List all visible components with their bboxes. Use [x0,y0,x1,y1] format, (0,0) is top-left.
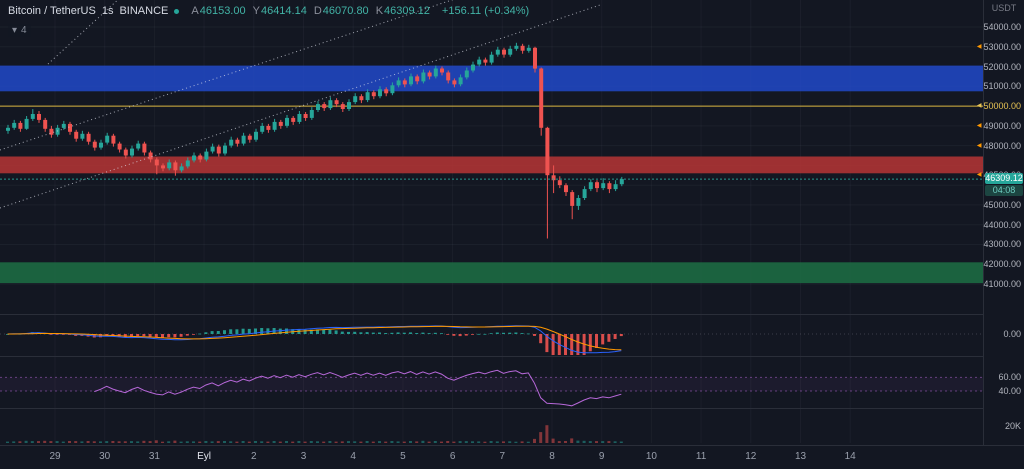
chart-canvas[interactable]: Bitcoin / TetherUS 1s BINANCE A 46153.00 Y… [0,0,984,445]
bar-countdown-badge: 04:08 [985,185,1023,197]
time-axis-label: 3 [300,451,307,462]
chart-row: Bitcoin / TetherUS 1s BINANCE A 46153.00 Y… [0,0,1024,445]
time-axis-label: 4 [350,451,356,462]
ohlc-field-value: 46070.80 [322,5,369,17]
price-axis-label: 45000.00 [983,199,1021,210]
price-axis-label-text: 50000.00 [983,101,1021,112]
price-axis-label: ◀ 48000.00 [977,140,1021,151]
price-axis-label-text: 54000.00 [983,22,1021,32]
indicators-count: 4 [21,25,27,36]
last-price-badge: 46309.12 [985,173,1023,185]
price-axis-label: 44000.00 [983,219,1021,230]
time-axis[interactable]: 29 30 31 Eyl 2 3 4 5 6 7 8 9 10 11 12 13 14 [0,445,1024,469]
price-axis-label-text: 49000.00 [983,120,1021,131]
price-axis-label: ◀ 50000.00 [977,101,1021,112]
time-axis-label: 30 [99,451,111,462]
price-axis-label-text: 48000.00 [983,140,1021,151]
ohlc-field-label: A [191,5,199,17]
candlestick-chart[interactable] [0,0,984,445]
rsi-upper-label: 60.00 [998,372,1021,383]
price-axis-label: ◀ 53000.00 [977,41,1021,52]
interval-label[interactable]: 1s [101,5,114,17]
price-axis-label-text: 53000.00 [983,41,1021,52]
time-axis-label: 11 [695,451,707,462]
time-axis-label: 13 [794,451,807,462]
time-axis-label: 12 [745,451,757,462]
ohlc-field-label: K [375,5,384,17]
yellow-level-marker-icon: ◀ [976,103,982,110]
ohlc-field-value: 46153.00 [199,5,246,17]
orange-level-marker-icon: ◀ [976,122,982,129]
price-axis-label: 43000.00 [983,239,1021,250]
price-axis-label-text: 51000.00 [983,81,1021,92]
symbol-legend[interactable]: Bitcoin / TetherUS 1s BINANCE A 46153.00 Y… [8,5,529,17]
price-scale-unit[interactable]: USDT [991,3,1017,13]
change-value: +156.11 (+0.34%) [441,5,530,17]
volume-scale-label: 20K [1004,421,1021,431]
ohlc-field-value: 46309.12 [384,5,430,17]
ohlc-values: A 46153.00 Y 46414.14 D 46070.80 K 46309.12 [185,5,430,17]
time-axis-label: 2 [251,451,257,462]
price-axis-label-text: 45000.00 [983,199,1021,210]
time-axis-label: 31 [148,451,160,462]
price-axis-label: 41000.00 [983,279,1021,290]
price-axis-label: 42000.00 [983,259,1021,270]
time-axis-label: Eyl [197,451,212,462]
time-axis-label: 10 [645,451,657,462]
price-axis-label: 52000.00 [983,61,1021,72]
price-axis-label: ◀ 49000.00 [977,120,1021,131]
price-axis[interactable]: USDT 54000.00 ◀ 53000.00 52000.00 51000.00 ◀ 5… [977,0,1024,445]
symbol-name[interactable]: Bitcoin / TetherUS [8,5,96,17]
time-axis-label: 29 [49,451,61,462]
macd-zero-label: 0.00 [1003,329,1021,339]
indicators-collapse-toggle[interactable]: ▾ 4 [8,24,31,37]
exchange-label[interactable]: BINANCE [119,5,169,17]
time-axis-label: 8 [549,451,555,462]
orange-level-marker-icon: ◀ [976,43,982,50]
rsi-lower-label: 40.00 [998,386,1021,396]
chevron-down-icon: ▾ [12,25,18,36]
time-axis-label: 9 [598,451,605,462]
price-axis-label: 51000.00 [983,81,1021,92]
time-axis-label: 6 [449,451,456,462]
price-axis-label-text: 52000.00 [983,61,1021,72]
market-status-dot [174,8,180,14]
time-axis-label: 14 [844,451,856,462]
orange-level-marker-icon: ◀ [976,172,982,179]
price-axis-label-text: 44000.00 [983,219,1021,230]
price-axis-label-text: 42000.00 [983,259,1021,270]
ohlc-field-label: D [313,5,322,17]
time-axis-label: 7 [499,451,506,462]
price-axis-label-text: 41000.00 [983,279,1021,290]
ohlc-field-value: 46414.14 [260,5,307,17]
orange-level-marker-icon: ◀ [976,142,982,149]
ohlc-field-label: Y [252,5,260,17]
time-axis-label: 5 [400,451,406,462]
price-axis-label-text: 43000.00 [983,239,1021,250]
price-axis-label: 54000.00 [983,22,1021,32]
